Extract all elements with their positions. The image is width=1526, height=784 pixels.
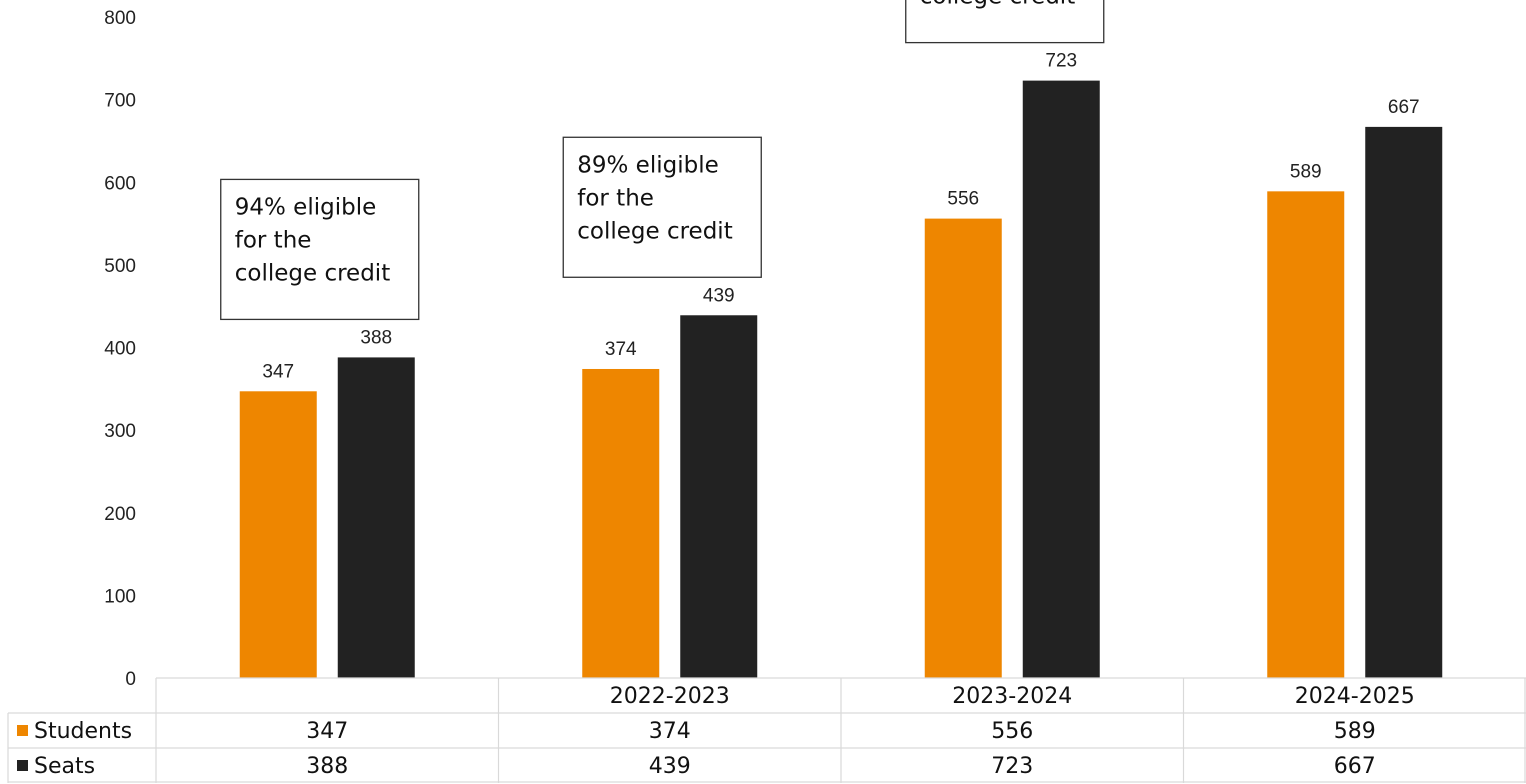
y-tick-label: 400: [104, 339, 136, 360]
table-cell: 388: [306, 754, 348, 779]
annotation-line: college credit: [577, 218, 732, 244]
annotation-line: for the: [235, 227, 312, 253]
y-tick-label: 0: [125, 669, 136, 690]
bar-value-label: 388: [360, 327, 392, 348]
annotation-line: college credit: [920, 0, 1075, 10]
bar-value-label: 439: [703, 285, 735, 306]
x-category-label: 2024-2025: [1295, 684, 1415, 709]
bar-students: [1267, 191, 1345, 678]
bar-seats: [1022, 80, 1100, 679]
annotation-line: college credit: [235, 260, 390, 286]
legend-label: Students: [34, 719, 132, 744]
table-cell: 667: [1334, 754, 1376, 779]
bar-students: [239, 391, 317, 678]
y-tick-label: 100: [104, 586, 136, 607]
y-tick-label: 300: [104, 421, 136, 442]
legend-label: Seats: [34, 754, 95, 779]
bar-value-label: 347: [262, 361, 294, 382]
table-cell: 589: [1334, 719, 1376, 744]
x-category-label: 2022-2023: [610, 684, 730, 709]
y-tick-label: 200: [104, 504, 136, 525]
bar-value-label: 723: [1045, 51, 1077, 72]
y-axis: 0 100 200 300 400 500 600 700 800: [104, 8, 136, 690]
y-tick-label: 500: [104, 256, 136, 277]
legend-swatch: [17, 760, 28, 771]
y-tick-label: 700: [104, 91, 136, 112]
annotation-line: for the: [577, 185, 654, 211]
annotation-line: 94% eligible: [235, 194, 377, 220]
y-tick-label: 600: [104, 173, 136, 194]
annotation-box: 94% eligible for the college credit: [220, 178, 420, 321]
table-cell: 439: [649, 754, 691, 779]
bar-value-label: 556: [947, 189, 979, 210]
annotation-line: 89% eligible: [577, 152, 719, 178]
bar-value-label: 589: [1290, 161, 1322, 182]
table-cell: 347: [306, 719, 348, 744]
x-category-label: 2023-2024: [952, 684, 1072, 709]
bar-seats: [680, 315, 758, 678]
bar-value-label: 667: [1388, 97, 1420, 118]
bar-students: [924, 218, 1002, 679]
annotation-box: 89% eligible for the college credit: [562, 136, 762, 278]
bar-seats: [337, 357, 415, 678]
data-table: 2022-2023 2023-2024 2024-2025 Students 347 37…: [7, 677, 1526, 783]
legend-swatch: [17, 725, 28, 736]
table-cell: 374: [649, 719, 691, 744]
bar-seats: [1365, 126, 1443, 679]
y-tick-label: 800: [104, 8, 136, 29]
table-cell: 556: [991, 719, 1033, 744]
bars: [239, 80, 1443, 679]
bar-labels: 347 388 374 439 556 723 589 667: [262, 51, 1419, 383]
table-cell: 723: [991, 754, 1033, 779]
bar-students: [582, 368, 660, 678]
bar-value-label: 374: [605, 339, 637, 360]
